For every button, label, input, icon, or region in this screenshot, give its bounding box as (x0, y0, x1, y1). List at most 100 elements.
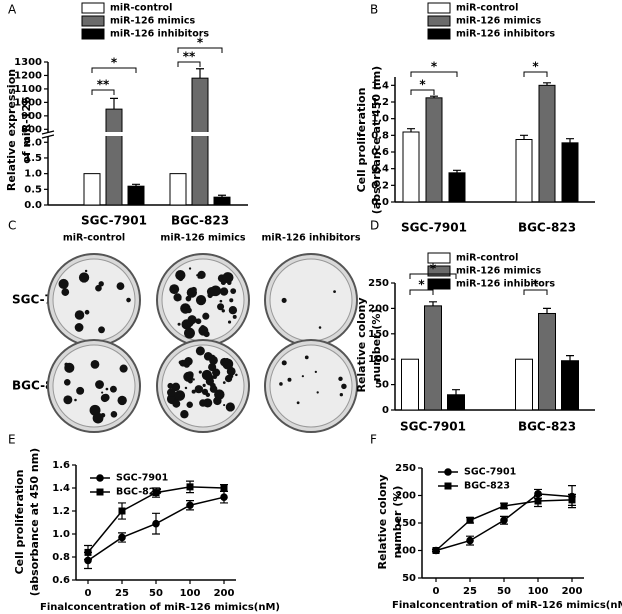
colony (213, 375, 217, 379)
colony (98, 326, 105, 334)
bar (447, 394, 465, 411)
x-tick-label: 25 (115, 588, 129, 599)
bar (169, 173, 187, 206)
y-tick-label: 1.5 (24, 153, 42, 164)
y-tick-label: 900 (21, 111, 42, 122)
marker (152, 489, 160, 497)
x-tick-label: SGC-7901 (401, 221, 467, 235)
colony (174, 390, 186, 401)
significance-bracket (409, 273, 457, 279)
marker (220, 493, 228, 502)
significance-bracket (523, 289, 548, 295)
colony (105, 387, 109, 391)
bar (191, 77, 209, 206)
marker (220, 484, 228, 492)
y-axis-label: Relative expression (5, 69, 18, 191)
colony (201, 369, 213, 381)
error-bar (566, 355, 574, 361)
colony (167, 382, 174, 389)
marker (186, 483, 194, 491)
bar (538, 312, 556, 411)
legend-label: miR-126 inhibitors (456, 279, 555, 290)
colony (84, 309, 90, 315)
x-tick-label: 0 (85, 588, 92, 599)
marker (500, 516, 508, 525)
y-axis-label: Relative colony (355, 297, 368, 392)
colony (180, 410, 189, 419)
colony (167, 388, 176, 397)
bar (448, 172, 466, 203)
colony (202, 383, 206, 387)
plate-inner (52, 258, 136, 342)
significance-label: * (532, 60, 539, 74)
error-bar (407, 128, 415, 132)
x-axis-label: Finalconcentration of miR-126 mimics(nM) (392, 600, 622, 611)
y-axis-label: (absorbance at 450 nm) (370, 66, 383, 214)
colony (229, 298, 234, 303)
significance-label: * (197, 36, 204, 50)
y-axis-label: (absorbance at 450 nm) (28, 448, 41, 596)
colony (232, 314, 237, 319)
y-tick-label: 1.0 (52, 529, 70, 540)
column-label: miR-126 inhibitors (261, 233, 360, 244)
colony (316, 391, 319, 394)
colony (227, 320, 232, 324)
y-tick-label: 1300 (14, 57, 42, 68)
colony (74, 310, 85, 320)
y-tick-label: 200 (395, 491, 416, 502)
marker (432, 547, 440, 554)
colony (172, 399, 181, 408)
marker (118, 533, 126, 542)
legend-swatch (427, 2, 451, 14)
colony (301, 375, 304, 378)
colony (63, 379, 71, 386)
colony (195, 346, 205, 356)
colony (314, 370, 317, 374)
marker (466, 536, 474, 545)
y-tick-label: 50 (375, 380, 389, 391)
colony (177, 322, 181, 326)
colony (117, 395, 127, 406)
legend-swatch (81, 2, 105, 14)
colony (74, 398, 77, 402)
colony (210, 285, 221, 297)
bar (127, 185, 145, 206)
colony (184, 327, 195, 339)
colony (281, 297, 287, 303)
bar (424, 305, 442, 411)
panel-label: F (370, 433, 377, 447)
colony (184, 386, 188, 390)
colony (173, 293, 182, 302)
bar (561, 360, 579, 411)
y-tick-label: 1.4 (52, 483, 70, 494)
significance-bracket (523, 71, 548, 77)
legend-label: miR-control (110, 3, 172, 14)
colony (187, 378, 193, 384)
x-tick-label: BGC-823 (518, 420, 576, 434)
significance-bracket (91, 67, 137, 73)
legend-swatch (427, 28, 451, 40)
colony (281, 360, 287, 366)
colony (192, 378, 195, 381)
colony (126, 297, 131, 303)
colony (173, 285, 178, 291)
error-bar (566, 138, 574, 143)
y-tick-label: 0.0 (24, 200, 42, 211)
legend-label: SGC-7901 (464, 467, 516, 478)
colony (92, 412, 104, 424)
error-bar (453, 169, 461, 173)
y-tick-label: 0.5 (24, 184, 42, 195)
colony (224, 358, 230, 363)
colony (110, 411, 118, 418)
bar (402, 131, 420, 203)
legend-marker (96, 474, 104, 482)
panel-label: D (370, 219, 379, 233)
legend-label: miR-126 mimics (456, 16, 541, 27)
y-tick-label: 150 (395, 518, 416, 529)
x-tick-label: 0 (433, 586, 440, 597)
legend-marker (444, 468, 452, 476)
colony (90, 359, 100, 369)
axis-break (42, 132, 54, 136)
significance-bracket (410, 89, 435, 95)
